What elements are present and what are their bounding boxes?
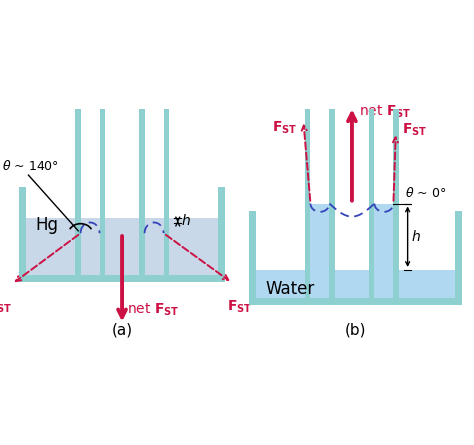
Text: net $\mathbf{F}_{\mathbf{ST}}$: net $\mathbf{F}_{\mathbf{ST}}$: [127, 302, 179, 318]
Bar: [100, 109, 106, 282]
Text: $\mathbf{F}_{\mathbf{ST}}$: $\mathbf{F}_{\mathbf{ST}}$: [227, 298, 252, 315]
Bar: [249, 210, 256, 305]
Bar: [26, 218, 218, 275]
Text: (a): (a): [111, 323, 133, 337]
Text: $\mathbf{F}_{\mathbf{ST}}$: $\mathbf{F}_{\mathbf{ST}}$: [0, 298, 13, 315]
Text: Water: Water: [265, 279, 315, 298]
Text: $\mathbf{F}_{\mathbf{ST}}$: $\mathbf{F}_{\mathbf{ST}}$: [272, 120, 297, 136]
Bar: [145, 233, 164, 275]
Bar: [393, 109, 400, 305]
Bar: [218, 187, 225, 282]
Text: (b): (b): [345, 323, 366, 337]
Bar: [329, 109, 336, 305]
Bar: [249, 298, 462, 305]
Bar: [455, 210, 462, 305]
Bar: [19, 275, 225, 282]
Text: net $\mathbf{F}_{\mathbf{ST}}$: net $\mathbf{F}_{\mathbf{ST}}$: [359, 104, 411, 121]
Bar: [81, 233, 100, 275]
Text: $\theta$ ~ 0°: $\theta$ ~ 0°: [405, 186, 447, 200]
Bar: [369, 109, 374, 305]
Bar: [256, 270, 455, 298]
Bar: [310, 203, 329, 298]
Bar: [164, 109, 170, 282]
Bar: [304, 109, 310, 305]
Text: $\theta$ ~ 140°: $\theta$ ~ 140°: [2, 159, 59, 173]
Bar: [138, 109, 145, 282]
Bar: [19, 187, 26, 282]
Bar: [75, 109, 81, 282]
Text: $h$: $h$: [411, 229, 421, 244]
Text: Hg: Hg: [36, 216, 59, 234]
Text: $h$: $h$: [182, 213, 191, 228]
Text: $\mathbf{F}_{\mathbf{ST}}$: $\mathbf{F}_{\mathbf{ST}}$: [402, 122, 428, 138]
Bar: [374, 203, 393, 298]
